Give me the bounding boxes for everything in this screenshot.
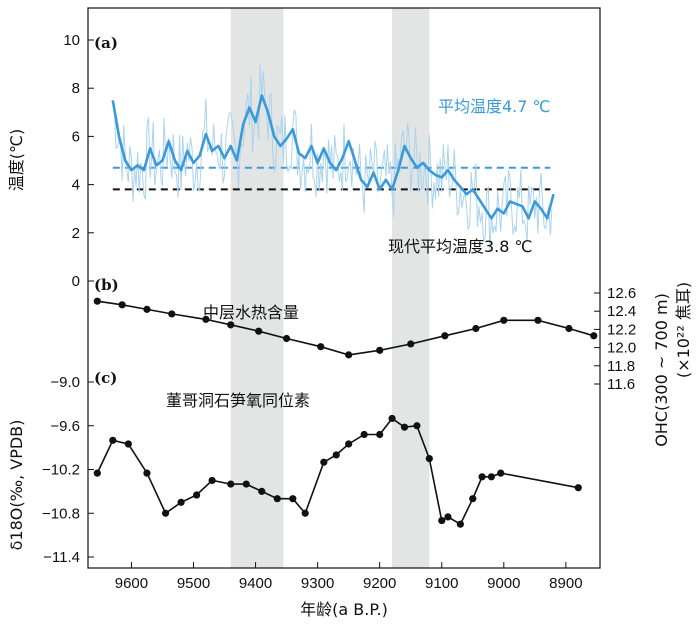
x-axis-title: 年龄(a B.P.) xyxy=(300,600,388,619)
ohc-point xyxy=(168,310,176,318)
y-axis-title-ohc: OHC(300 ~ 700 m) xyxy=(652,293,671,447)
d18o-series-line xyxy=(96,417,579,526)
ohc-point xyxy=(143,305,151,313)
panel-a: 0 2 4 6 8 10 xyxy=(63,32,555,290)
ohc-point xyxy=(407,340,415,348)
ohc-point xyxy=(93,297,101,305)
d18o-point xyxy=(273,495,281,503)
d18o-point xyxy=(360,430,368,439)
d18o-point xyxy=(301,509,309,517)
d18o-point xyxy=(320,458,328,466)
xtick-label: 9200 xyxy=(363,575,396,592)
ohc-point xyxy=(500,316,508,324)
xtick-label: 8900 xyxy=(549,575,582,592)
ytick-label-a: 10 xyxy=(63,32,80,49)
ytick-label-a: 0 xyxy=(72,273,80,290)
xtick-label: 9600 xyxy=(115,575,148,592)
d18o-point xyxy=(289,495,297,503)
ohc-point xyxy=(565,324,573,333)
xtick-label: 9000 xyxy=(487,575,520,592)
d18o-point xyxy=(258,487,266,495)
ohc-point xyxy=(255,327,263,335)
xtick-label: 9500 xyxy=(177,575,210,592)
xtick-label: 9300 xyxy=(301,575,334,592)
y-axis-title-ohc-unit: (×10²² 焦耳) xyxy=(674,282,693,378)
ohc-point xyxy=(534,316,542,324)
panel-c: −9.0 −9.6 −10.2 −10.8 −11.4 xyxy=(42,374,582,566)
ytick-label-a: 8 xyxy=(72,80,80,97)
d18o-point xyxy=(456,520,464,528)
mean-temp-label: 平均温度4.7 ℃ xyxy=(438,97,551,116)
ohc-point xyxy=(590,332,598,340)
xtick-label: 9100 xyxy=(425,575,458,592)
ytick-label-c: −9.0 xyxy=(50,374,80,391)
panel-b: 11.611.812.0 12.212.412.6 xyxy=(93,285,636,393)
ytick-label-b: 11.8 xyxy=(607,358,635,375)
ohc-point xyxy=(345,351,353,359)
temperature-raw-line xyxy=(112,64,553,253)
xtick-label: 9400 xyxy=(239,575,272,592)
d18o-point xyxy=(124,440,132,448)
ohc-point xyxy=(472,324,480,333)
d18o-point xyxy=(574,484,582,492)
d18o-point xyxy=(400,423,409,431)
ytick-label-a: 2 xyxy=(72,225,80,242)
y-axis-title-d18o: δ18O(‰, VPDB) xyxy=(7,420,26,551)
d18o-point xyxy=(227,480,235,488)
ohc-point xyxy=(376,346,384,354)
d18o-point xyxy=(177,498,185,506)
d18o-point xyxy=(388,414,396,423)
ohc-point xyxy=(441,332,449,340)
d18o-point xyxy=(497,469,505,477)
shaded-intervals xyxy=(230,8,430,568)
d18o-point xyxy=(93,469,101,477)
ytick-label-c: −9.6 xyxy=(50,418,80,435)
modern-mean-temp-label: 现代平均温度3.8 ℃ xyxy=(388,237,533,256)
d18o-point xyxy=(438,516,446,525)
d18o-point xyxy=(478,473,486,481)
d18o-point xyxy=(413,422,421,430)
d18o-point xyxy=(425,454,433,463)
d18o-point xyxy=(143,469,151,477)
ytick-label-c: −10.8 xyxy=(42,505,80,522)
d18o-point xyxy=(193,491,201,499)
ohc-point xyxy=(282,334,291,343)
panel-label-c: (c) xyxy=(94,369,117,387)
ytick-label-b: 12.2 xyxy=(607,321,636,338)
d18o-point xyxy=(332,451,340,459)
d18o-point xyxy=(109,436,117,444)
d18o-point xyxy=(376,430,384,439)
ohc-point xyxy=(227,321,235,329)
ytick-label-b: 12.4 xyxy=(607,303,636,320)
d18o-point xyxy=(208,476,216,485)
d18o-point xyxy=(242,480,250,488)
ytick-label-c: −10.2 xyxy=(42,462,80,479)
ytick-label-a: 6 xyxy=(72,128,80,145)
ohc-point xyxy=(118,301,126,309)
ytick-label-b: 11.6 xyxy=(607,376,635,393)
shaded-interval-2 xyxy=(392,8,430,568)
d18o-point xyxy=(345,440,353,448)
ohc-annotation: 中层水热含量 xyxy=(203,303,299,322)
d18o-point xyxy=(469,495,477,503)
ytick-label-a: 4 xyxy=(72,177,80,194)
x-axis: 9600 9500 9400 9300 9200 9100 9000 8900 xyxy=(115,562,583,592)
y-axis-title-temperature: 温度(℃) xyxy=(7,129,26,191)
ytick-label-b: 12.0 xyxy=(607,340,636,357)
d18o-point xyxy=(487,473,495,481)
ohc-series-line xyxy=(97,300,595,356)
ohc-point xyxy=(202,315,210,323)
d18o-point xyxy=(444,513,452,521)
shaded-interval-1 xyxy=(230,8,284,568)
oxygen-isotope-annotation: 董哥洞石笋氧同位素 xyxy=(166,391,310,410)
ytick-label-b: 12.6 xyxy=(607,285,636,302)
panel-label-a: (a) xyxy=(94,34,118,52)
temperature-series-line xyxy=(111,94,555,220)
plot-frame xyxy=(87,7,601,569)
ohc-point xyxy=(317,343,325,351)
d18o-point xyxy=(161,509,170,517)
panel-label-b: (b) xyxy=(94,276,119,294)
ytick-label-c: −11.4 xyxy=(43,549,80,566)
